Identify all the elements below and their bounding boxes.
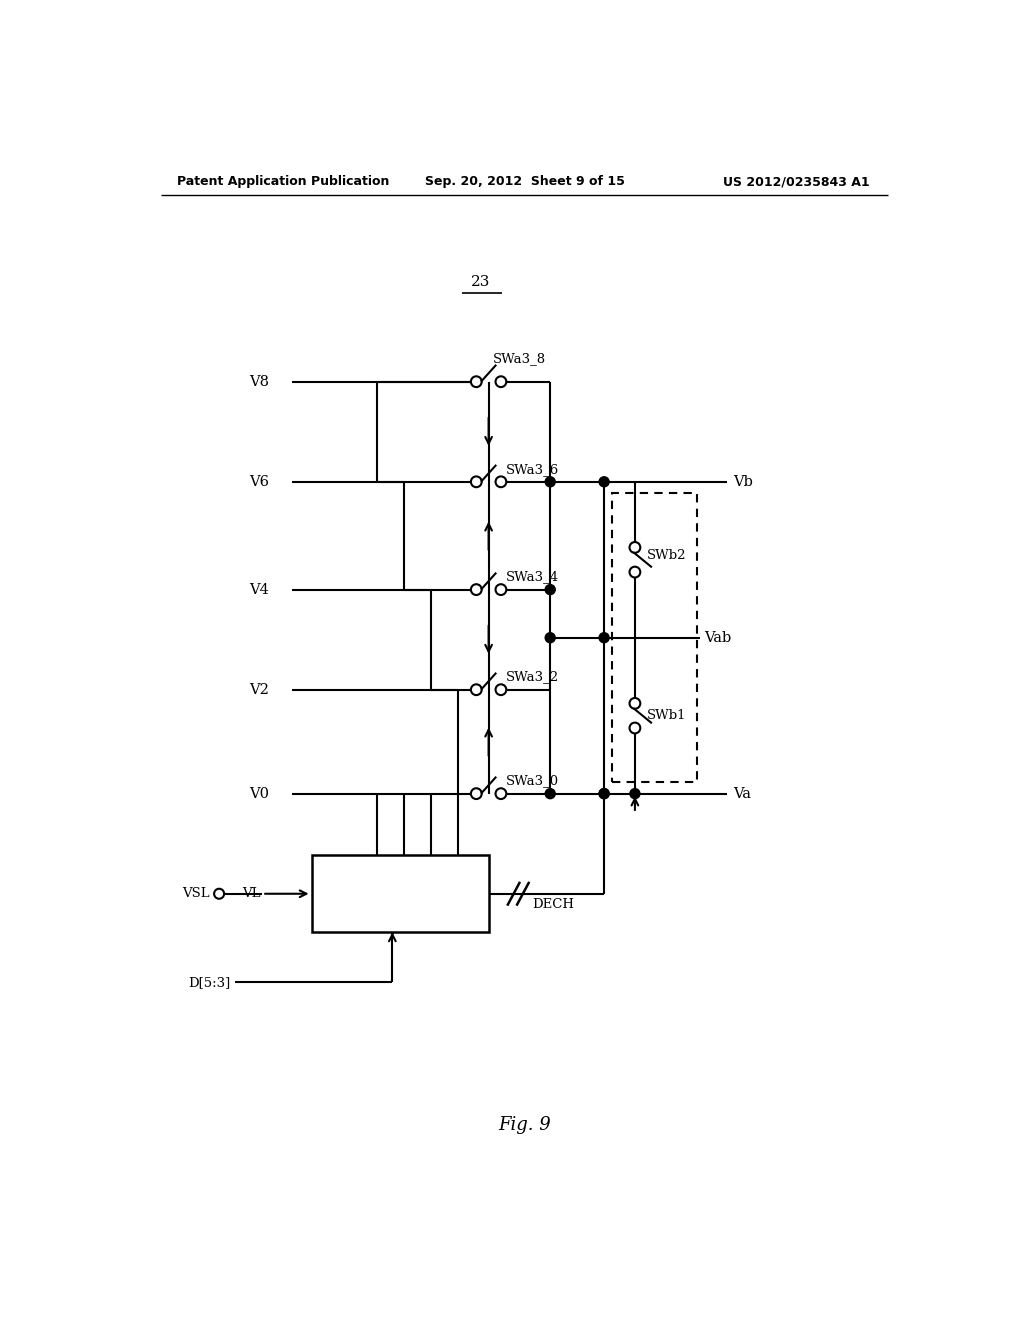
Circle shape xyxy=(599,788,609,799)
Text: US 2012/0235843 A1: US 2012/0235843 A1 xyxy=(723,176,869,187)
Circle shape xyxy=(545,632,555,643)
Circle shape xyxy=(471,376,481,387)
Text: D[5:3]: D[5:3] xyxy=(188,975,230,989)
Circle shape xyxy=(630,722,640,734)
Text: VL: VL xyxy=(243,887,261,900)
Text: 23: 23 xyxy=(471,275,490,289)
Circle shape xyxy=(496,684,506,696)
Circle shape xyxy=(599,477,609,487)
Text: Sep. 20, 2012  Sheet 9 of 15: Sep. 20, 2012 Sheet 9 of 15 xyxy=(425,176,625,187)
Circle shape xyxy=(471,477,481,487)
Text: DECH: DECH xyxy=(532,898,574,911)
Circle shape xyxy=(630,698,640,709)
Circle shape xyxy=(471,585,481,595)
Circle shape xyxy=(214,888,224,899)
Text: V4: V4 xyxy=(249,582,269,597)
Circle shape xyxy=(496,477,506,487)
Circle shape xyxy=(630,788,640,799)
Text: V6: V6 xyxy=(249,475,269,488)
Text: V0: V0 xyxy=(249,787,269,801)
Text: SWa3_0: SWa3_0 xyxy=(506,775,559,788)
Text: VSL: VSL xyxy=(182,887,210,900)
Text: SWa3_2: SWa3_2 xyxy=(506,671,559,684)
Circle shape xyxy=(630,543,640,553)
Circle shape xyxy=(496,376,506,387)
Text: V2: V2 xyxy=(249,682,269,697)
Text: Vb: Vb xyxy=(733,475,754,488)
Bar xyxy=(611,494,696,781)
Circle shape xyxy=(545,788,555,799)
Text: Vab: Vab xyxy=(705,631,731,644)
Circle shape xyxy=(471,684,481,696)
Text: BIT DECODER: BIT DECODER xyxy=(350,900,450,913)
Text: SWb2: SWb2 xyxy=(646,549,686,562)
Circle shape xyxy=(471,788,481,799)
Text: Va: Va xyxy=(733,787,752,801)
Text: SWb1: SWb1 xyxy=(646,709,686,722)
Circle shape xyxy=(545,585,555,594)
Circle shape xyxy=(545,477,555,487)
Bar xyxy=(311,855,488,932)
Text: Fig. 9: Fig. 9 xyxy=(499,1115,551,1134)
Text: Patent Application Publication: Patent Application Publication xyxy=(177,176,389,187)
Circle shape xyxy=(599,788,609,799)
Circle shape xyxy=(496,585,506,595)
Text: SWa3_8: SWa3_8 xyxy=(493,351,546,364)
Text: HIGH-ORDER: HIGH-ORDER xyxy=(352,874,447,887)
Text: V8: V8 xyxy=(249,375,269,388)
Circle shape xyxy=(599,632,609,643)
Circle shape xyxy=(496,788,506,799)
Circle shape xyxy=(630,566,640,577)
Text: SWa3_4: SWa3_4 xyxy=(506,570,559,583)
Text: SWa3_6: SWa3_6 xyxy=(506,462,559,475)
